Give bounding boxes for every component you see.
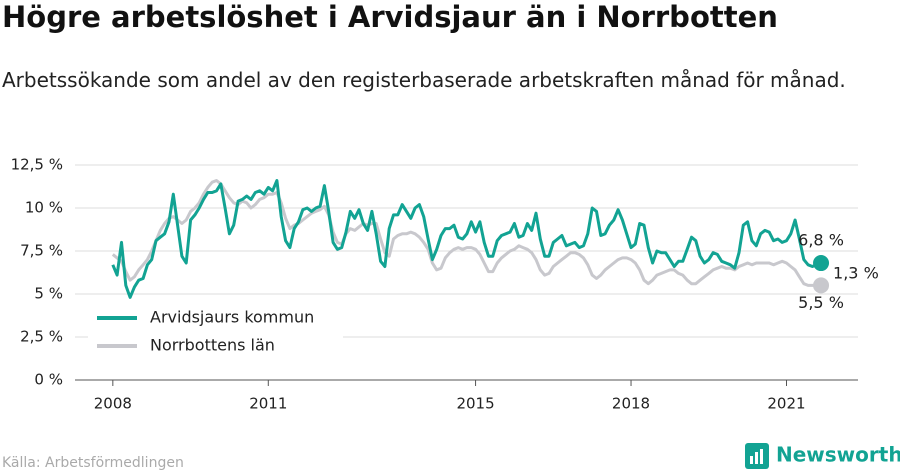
x-tick-label: 2021 bbox=[767, 395, 805, 413]
legend-label: Arvidsjaurs kommun bbox=[150, 308, 314, 327]
legend-label: Norrbottens län bbox=[150, 336, 275, 355]
x-tick-label: 2011 bbox=[249, 395, 287, 413]
y-tick-label: 12,5 % bbox=[11, 156, 63, 174]
annotation: 6,8 % bbox=[798, 231, 844, 250]
logo-bar bbox=[760, 449, 763, 464]
series-line bbox=[111, 179, 821, 287]
y-tick-label: 5 % bbox=[34, 285, 63, 303]
x-tick-label: 2008 bbox=[94, 395, 132, 413]
legend: Arvidsjaurs kommun Norrbottens län bbox=[88, 302, 343, 362]
annotation: 5,5 % bbox=[798, 293, 844, 312]
y-tick-label: 2,5 % bbox=[20, 328, 63, 346]
series-line bbox=[111, 179, 822, 299]
x-tick-label: 2015 bbox=[456, 395, 494, 413]
chart-title: Högre arbetslöshet i Arvidsjaur än i Nor… bbox=[2, 0, 778, 34]
subtitle-box: Arbetssökande som andel av den registerb… bbox=[2, 68, 846, 92]
logo-bar bbox=[755, 452, 758, 464]
y-tick-label: 7,5 % bbox=[20, 242, 63, 260]
brand: Newsworthy bbox=[776, 443, 900, 467]
annotation: 1,3 % bbox=[833, 264, 879, 283]
y-tick-label: 10 % bbox=[25, 199, 63, 217]
end-dot bbox=[813, 277, 830, 294]
logo-bar bbox=[750, 456, 753, 464]
legend-bg bbox=[88, 302, 343, 362]
x-tick-label: 2018 bbox=[612, 395, 650, 413]
source: Källa: Arbetsförmedlingen bbox=[2, 455, 184, 471]
y-tick-label: 0 % bbox=[34, 371, 63, 389]
chart-subtitle: Arbetssökande som andel av den registerb… bbox=[2, 68, 846, 92]
brand-logo bbox=[745, 443, 769, 469]
end-dot bbox=[813, 255, 830, 272]
